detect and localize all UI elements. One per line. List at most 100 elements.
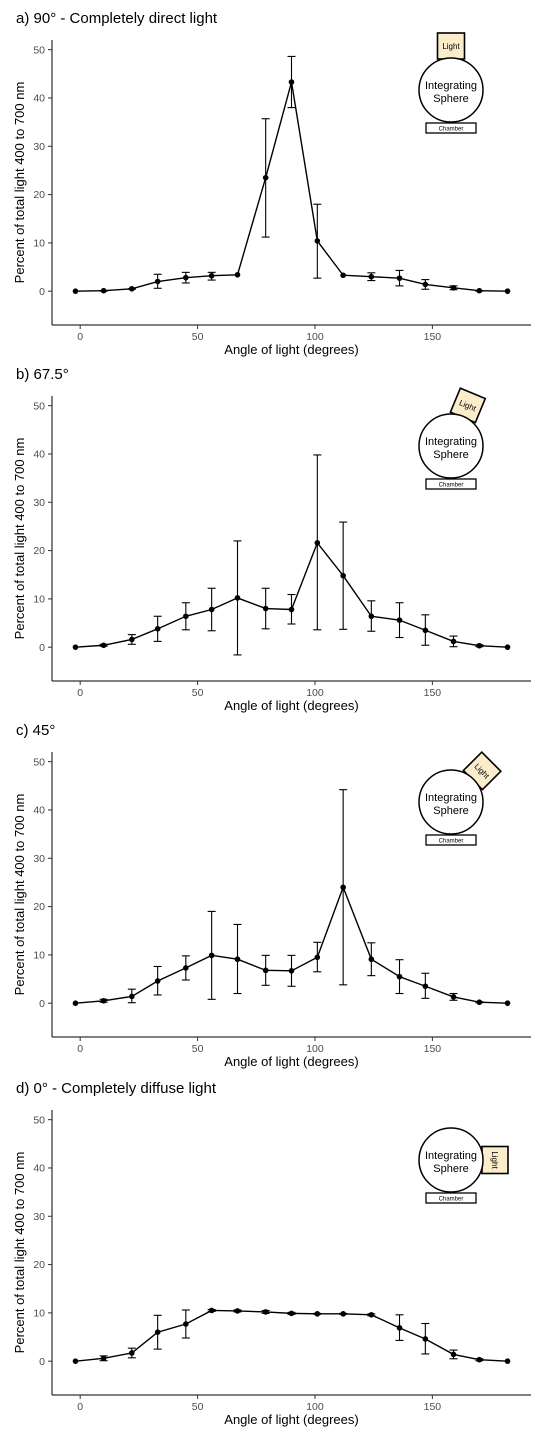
data-point	[450, 638, 457, 645]
data-point	[314, 238, 321, 244]
chamber-label: Chamber	[439, 126, 464, 132]
y-axis-title: Percent of total light 400 to 700 nm	[12, 82, 27, 284]
y-tick-label: 10	[33, 593, 45, 605]
data-point	[504, 1358, 511, 1364]
sphere-label-line1: Integrating	[425, 1150, 477, 1162]
data-point	[396, 973, 403, 980]
chamber-box	[425, 122, 477, 134]
panel-title: c) 45°	[16, 722, 55, 739]
data-point	[422, 1336, 429, 1342]
x-axis-title: Angle of light (degrees)	[224, 698, 358, 713]
x-tick-label: 0	[77, 1043, 83, 1055]
data-point	[154, 1329, 161, 1336]
x-tick-label: 150	[424, 1401, 442, 1413]
data-point	[422, 281, 429, 288]
x-tick-label: 100	[306, 1401, 324, 1413]
data-point	[476, 642, 483, 649]
sphere-label-line2: Sphere	[433, 1163, 468, 1175]
x-tick-label: 0	[77, 687, 83, 699]
data-point	[368, 956, 375, 963]
data-point	[504, 644, 511, 650]
y-tick-label: 20	[33, 545, 45, 557]
data-point	[183, 965, 189, 971]
chamber-label: Chamber	[439, 838, 464, 844]
data-point	[396, 275, 403, 281]
light-source-box: Light	[436, 32, 466, 60]
y-tick-label: 20	[33, 901, 45, 913]
light-label: Light	[442, 42, 460, 51]
data-point	[340, 884, 346, 891]
chart-panel-3: d) 0° - Completely diffuse light 0 10 20 30 4…	[12, 1080, 531, 1427]
data-point	[450, 994, 457, 1000]
data-point	[340, 572, 346, 579]
data-point	[129, 993, 135, 1000]
y-axis-title: Percent of total light 400 to 700 nm	[12, 794, 27, 996]
chart-panel-2: c) 45° 0 10 20 30 40 50 0 50 100 150 Angle of light…	[12, 722, 531, 1069]
data-point	[183, 1321, 189, 1327]
x-tick-label: 150	[424, 331, 442, 343]
series-line	[75, 1309, 508, 1362]
y-tick-label: 50	[33, 1114, 45, 1126]
x-axis-title: Angle of light (degrees)	[224, 342, 358, 357]
y-tick-label: 40	[33, 449, 45, 461]
y-tick-label: 30	[33, 853, 45, 865]
data-point	[100, 997, 107, 1004]
x-tick-label: 50	[192, 331, 204, 343]
y-tick-label: 50	[33, 400, 45, 412]
panel-title: a) 90° - Completely direct light	[16, 10, 218, 27]
data-point	[72, 1000, 79, 1006]
data-point	[288, 968, 295, 974]
data-point	[100, 642, 107, 649]
x-tick-label: 50	[192, 687, 204, 699]
data-point	[314, 540, 321, 546]
data-point	[314, 1311, 321, 1317]
light-source-box: Light	[449, 387, 487, 424]
sphere-label-line1: Integrating	[425, 80, 477, 92]
data-point	[368, 1312, 375, 1318]
x-axis-title: Angle of light (degrees)	[224, 1054, 358, 1069]
integrating-sphere	[418, 413, 484, 479]
data-point	[154, 978, 161, 984]
data-point	[100, 1355, 107, 1362]
data-point	[396, 1325, 403, 1331]
data-point	[262, 967, 269, 974]
x-axis-title: Angle of light (degrees)	[224, 1412, 358, 1427]
data-point	[183, 613, 189, 620]
x-tick-label: 100	[306, 1043, 324, 1055]
chart-panel-1: b) 67.5° 0 10 20 30 40 50 0 50 100 150 Angle of lig…	[12, 366, 531, 713]
panel-title: d) 0° - Completely diffuse light	[16, 1080, 217, 1097]
data-point	[504, 1000, 511, 1006]
y-tick-label: 10	[33, 237, 45, 249]
integrating-sphere	[418, 57, 484, 123]
data-point	[72, 288, 79, 294]
y-tick-label: 10	[33, 1307, 45, 1319]
y-tick-label: 40	[33, 805, 45, 817]
data-point	[396, 617, 403, 623]
data-point	[476, 287, 483, 294]
data-point	[422, 983, 429, 990]
data-point	[100, 287, 107, 294]
data-point	[129, 285, 135, 292]
data-point	[234, 956, 241, 963]
light-source-box: Light	[481, 1145, 509, 1175]
sphere-label-line1: Integrating	[425, 436, 477, 448]
data-point	[262, 174, 269, 181]
y-tick-label: 50	[33, 44, 45, 56]
data-point	[208, 952, 215, 959]
y-tick-label: 40	[33, 1163, 45, 1175]
x-tick-label: 100	[306, 331, 324, 343]
chamber-label: Chamber	[439, 482, 464, 488]
data-point	[262, 605, 269, 612]
data-point	[208, 272, 215, 279]
light-source-box: Light	[462, 751, 502, 791]
data-point	[288, 79, 295, 85]
data-point	[129, 1350, 135, 1356]
x-tick-label: 0	[77, 1401, 83, 1413]
chamber-box	[425, 1192, 477, 1204]
data-point	[154, 278, 161, 285]
x-tick-label: 0	[77, 331, 83, 343]
data-point	[450, 285, 457, 291]
